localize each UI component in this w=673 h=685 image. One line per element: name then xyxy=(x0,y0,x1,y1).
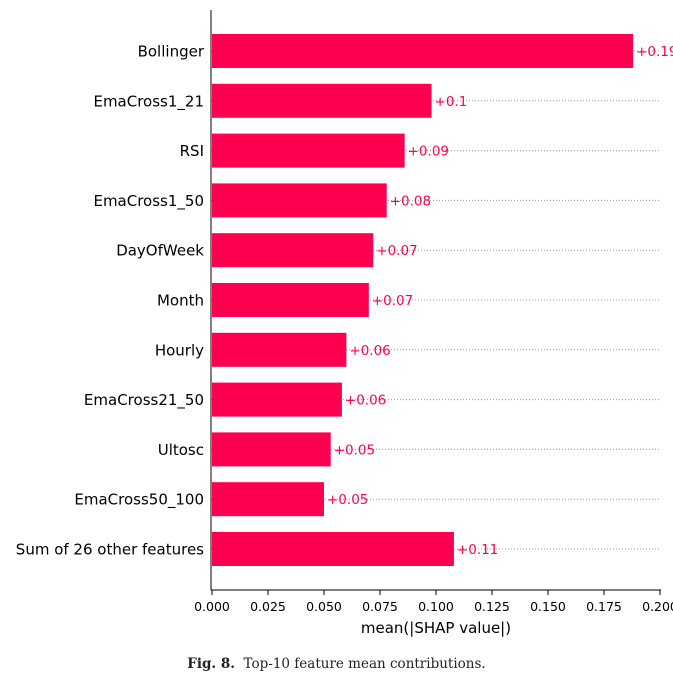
bar xyxy=(212,183,387,218)
category-label: DayOfWeek xyxy=(116,242,204,260)
category-label: EmaCross50_100 xyxy=(74,491,204,510)
category-label: Bollinger xyxy=(138,43,205,61)
bar xyxy=(212,532,454,566)
bar xyxy=(212,283,369,317)
figure-caption: Fig. 8. Top-10 feature mean contribution… xyxy=(0,656,673,672)
value-label: +0.19 xyxy=(636,44,673,60)
value-label: +0.05 xyxy=(327,492,368,508)
bar xyxy=(212,482,324,517)
x-tick-label: 0.075 xyxy=(362,599,398,614)
value-label: +0.1 xyxy=(435,94,468,110)
bar xyxy=(212,382,342,417)
caption-text: Top-10 feature mean contributions. xyxy=(243,656,486,672)
category-label: RSI xyxy=(180,142,204,160)
category-label: Month xyxy=(157,292,204,310)
category-labels: Bollinger EmaCross1_21 RSI EmaCross1_50 DayO… xyxy=(16,43,205,559)
x-tick-label: 0.000 xyxy=(194,599,230,614)
value-label: +0.06 xyxy=(349,343,390,359)
category-label: Ultosc xyxy=(158,441,204,459)
caption-label: Fig. 8. xyxy=(187,656,235,672)
value-label: +0.08 xyxy=(390,193,431,209)
category-label: Sum of 26 other features xyxy=(16,541,204,559)
x-axis-title: mean(|SHAP value|) xyxy=(361,619,511,637)
bar xyxy=(212,83,432,118)
category-label: EmaCross1_50 xyxy=(93,192,204,211)
value-label: +0.09 xyxy=(408,144,449,160)
x-tick-label: 0.125 xyxy=(474,599,510,614)
x-tick-label: 0.175 xyxy=(586,599,622,614)
x-tick-label: 0.200 xyxy=(642,599,673,614)
x-tick-label: 0.025 xyxy=(250,599,286,614)
category-label: EmaCross1_21 xyxy=(93,92,204,111)
value-label: +0.06 xyxy=(345,393,386,409)
value-label: +0.11 xyxy=(457,542,498,558)
shap-bar-chart: Bollinger EmaCross1_21 RSI EmaCross1_50 DayO… xyxy=(16,10,673,637)
value-label: +0.07 xyxy=(372,293,413,309)
bars xyxy=(212,34,634,566)
category-label: EmaCross21_50 xyxy=(84,391,204,410)
value-label: +0.05 xyxy=(334,442,375,458)
bar xyxy=(212,233,374,268)
x-tick-label: 0.150 xyxy=(530,599,566,614)
category-label: Hourly xyxy=(155,341,204,359)
bar xyxy=(212,432,331,467)
bar xyxy=(212,133,405,168)
x-tick-label: 0.100 xyxy=(418,599,454,614)
bar xyxy=(212,332,347,367)
value-labels: +0.19 +0.1 +0.09 +0.08 +0.07 +0.07 +0.06 +0.06 +… xyxy=(327,44,673,558)
x-ticks: 0.000 0.025 0.050 0.075 0.100 0.125 0.150 0.175… xyxy=(194,590,673,614)
bar xyxy=(212,34,634,68)
value-label: +0.07 xyxy=(376,243,417,259)
x-tick-label: 0.050 xyxy=(306,599,342,614)
